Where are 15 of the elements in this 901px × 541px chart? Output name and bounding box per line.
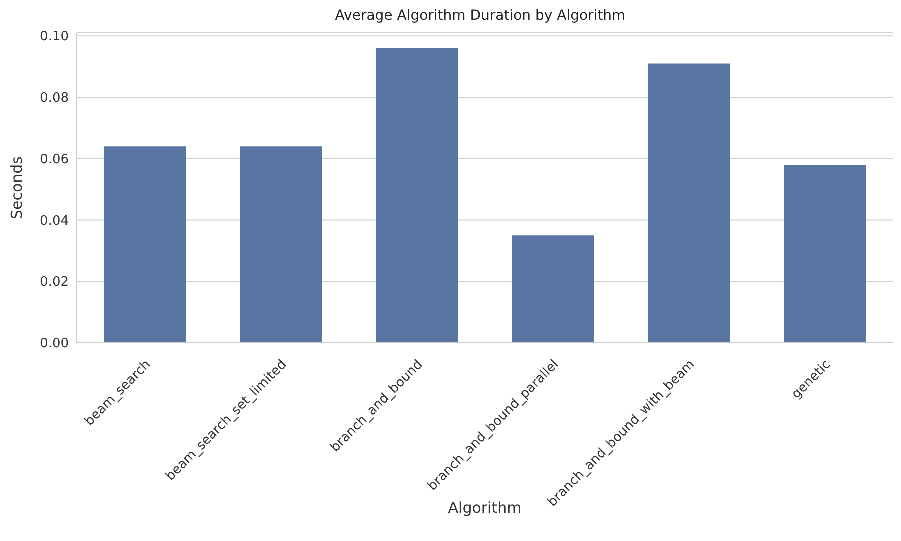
bar — [512, 236, 594, 343]
bar — [240, 146, 322, 343]
y-tick-label: 0.10 — [40, 30, 69, 45]
bar — [376, 48, 458, 343]
y-tick-label: 0.00 — [40, 336, 69, 352]
y-tick-label: 0.06 — [40, 152, 69, 168]
x-axis-title: Algorithm — [448, 499, 522, 517]
bar — [784, 164, 866, 343]
chart-title: Average Algorithm Duration by Algorithm — [334, 8, 627, 26]
bar — [648, 64, 730, 343]
y-tick-label: 0.08 — [40, 91, 69, 106]
y-tick-label: 0.02 — [40, 275, 69, 290]
y-tick-label: 0.04 — [40, 214, 69, 229]
bar — [104, 146, 186, 343]
y-axis-title: Seconds — [8, 156, 26, 220]
